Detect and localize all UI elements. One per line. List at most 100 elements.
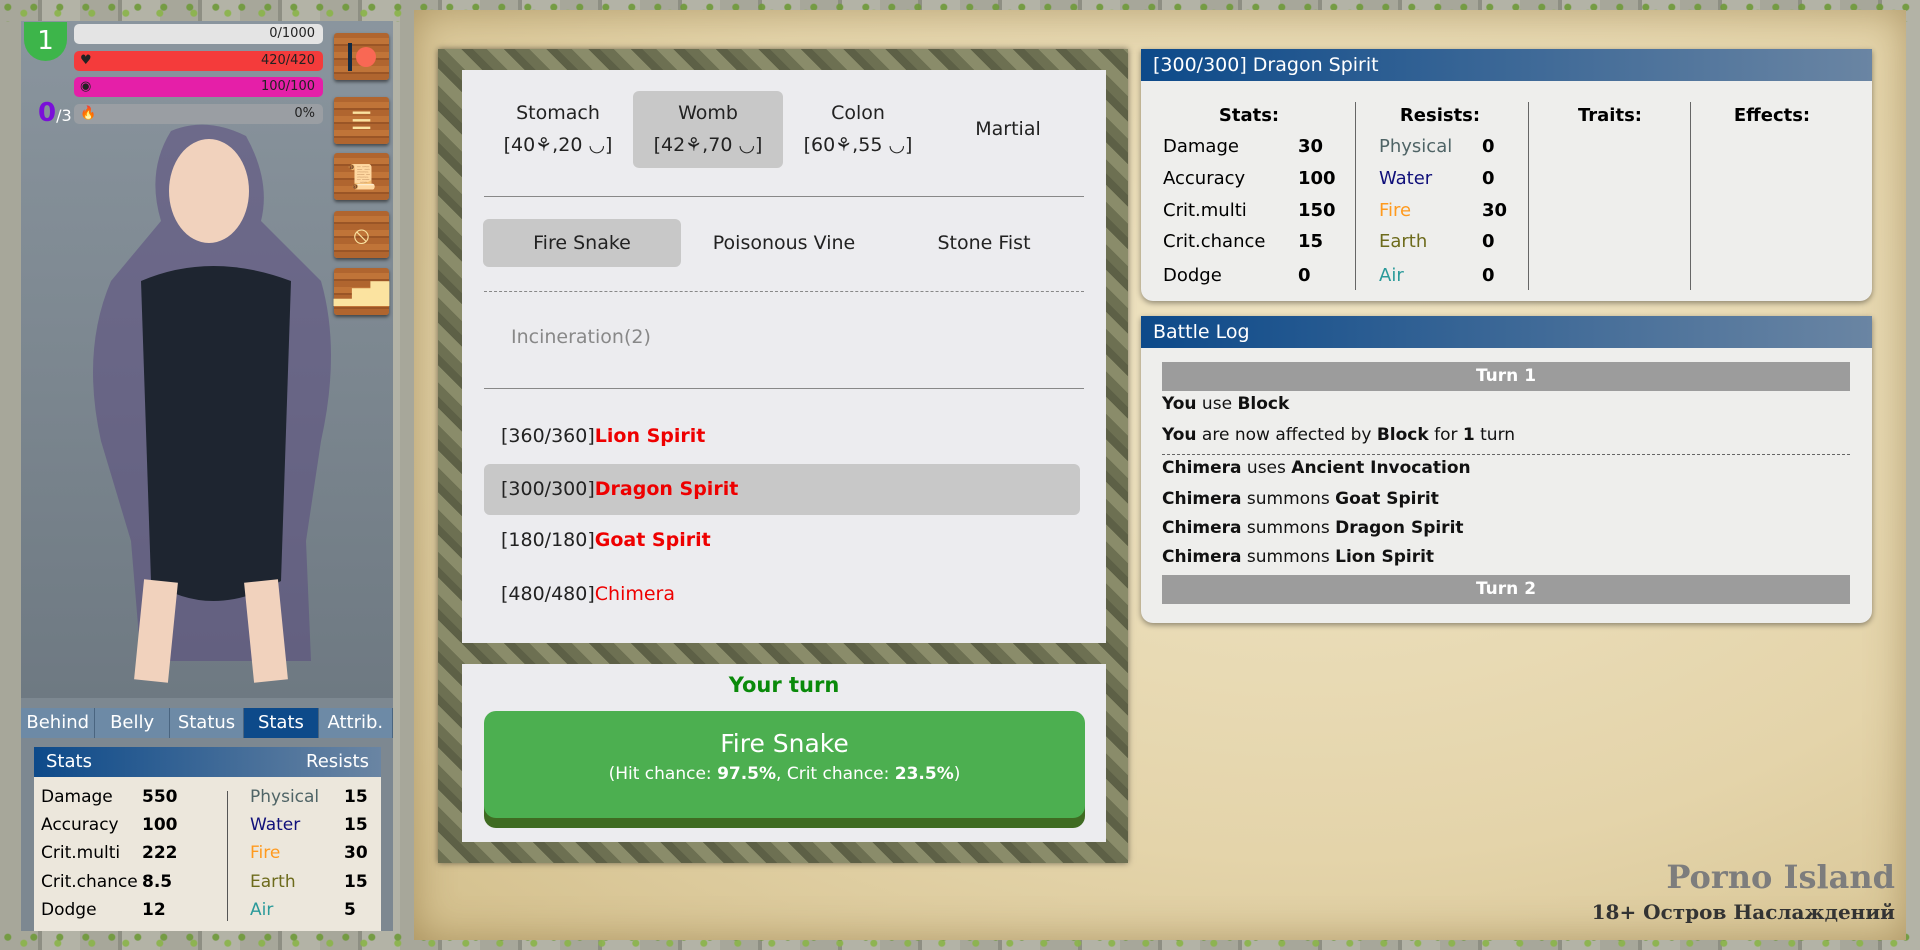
forbidden-button[interactable]: ⦸ <box>334 211 389 258</box>
scroll-button[interactable]: 📜 <box>334 153 389 200</box>
target-stat-value: 100 <box>1298 168 1336 189</box>
target-resist-value: 0 <box>1482 265 1495 286</box>
divider <box>484 388 1084 389</box>
logo-title: Porno Island <box>1666 858 1895 896</box>
divider <box>227 791 228 921</box>
log-fragment: You <box>1162 394 1197 414</box>
stat-label: Accuracy <box>41 815 119 835</box>
xp-bar: 0/1000 <box>74 24 323 44</box>
player-stats-header: Stats Resists <box>34 747 381 777</box>
log-line: Chimera summons Lion Spirit <box>1162 547 1434 567</box>
attack-type-cost: [60⚘,55 ◡] <box>803 134 913 156</box>
skill-selection-panel <box>462 70 1106 643</box>
patreon-button[interactable] <box>334 33 389 80</box>
resist-label: Fire <box>250 843 281 863</box>
stats-chart-button[interactable]: ▂▅▇ <box>334 268 389 315</box>
divider <box>1162 454 1850 455</box>
skill-stone-fist[interactable]: Stone Fist <box>937 232 1031 254</box>
character-figure <box>93 124 331 683</box>
tab-status[interactable]: Status <box>170 708 245 738</box>
resist-value: 15 <box>344 872 368 892</box>
level-badge: 1 <box>24 22 67 61</box>
log-line: You use Block <box>1162 394 1289 414</box>
log-fragment: Dragon Spirit <box>1335 518 1464 538</box>
enemy-hp: [480/480] <box>501 583 595 605</box>
log-fragment: Block <box>1376 425 1429 445</box>
attack-type-womb[interactable]: Womb [42⚘,70 ◡] <box>633 91 783 168</box>
attack-type-stomach[interactable]: Stomach [40⚘,20 ◡] <box>483 91 633 168</box>
stat-value: 100 <box>142 815 178 835</box>
enemy-hp: [360/360] <box>501 425 595 447</box>
log-line: Chimera summons Dragon Spirit <box>1162 518 1464 538</box>
log-fragment: Chimera <box>1162 518 1242 538</box>
turn-header: Turn 2 <box>1162 575 1850 604</box>
target-stat-label: Accuracy <box>1163 168 1246 189</box>
attack-type-name: Martial <box>975 118 1041 140</box>
log-fragment: turn <box>1474 425 1516 445</box>
menu-list-button[interactable]: ☰ <box>334 97 389 144</box>
lust-bar: ◉ 100/100 <box>74 77 323 97</box>
stat-label: Crit.chance <box>41 872 138 892</box>
enemy-target[interactable]: [180/180]Goat Spirit <box>484 515 1080 566</box>
action-chances: (Hit chance: 97.5%, Crit chance: 23.5%) <box>608 764 961 784</box>
stat-value: 12 <box>142 900 166 920</box>
scroll-icon: 📜 <box>346 162 377 191</box>
resist-value: 15 <box>344 815 368 835</box>
battle-log-title: Battle Log <box>1141 316 1872 348</box>
divider <box>1528 102 1529 290</box>
stat-value: 222 <box>142 843 178 863</box>
log-line: You are now affected by Block for 1 turn <box>1162 425 1515 445</box>
attack-type-name: Stomach <box>516 102 600 124</box>
action-name: Fire Snake <box>720 729 849 758</box>
stat-label: Crit.multi <box>41 843 121 863</box>
lust-value: 100/100 <box>260 79 315 94</box>
tab-attrib[interactable]: Attrib. <box>319 708 394 738</box>
log-fragment: Chimera <box>1162 489 1242 509</box>
skill-poisonous-vine[interactable]: Poisonous Vine <box>712 232 856 254</box>
attack-type-cost: [40⚘,20 ◡] <box>503 134 613 156</box>
stat-value: 8.5 <box>142 872 173 892</box>
enemy-name: Chimera <box>594 583 676 605</box>
divider <box>484 291 1084 292</box>
log-fragment: summons <box>1241 518 1336 538</box>
execute-action-button[interactable]: Fire Snake (Hit chance: 97.5%, Crit chan… <box>484 711 1085 818</box>
sidebar-tabs: Behind Belly Status Stats Attrib. <box>21 708 394 738</box>
stat-label: Dodge <box>41 900 97 920</box>
resist-value: 15 <box>344 787 368 807</box>
attack-type-martial[interactable]: Martial <box>933 91 1083 168</box>
target-resist-label: Water <box>1379 168 1433 189</box>
fire-bar: 🔥 0% <box>74 104 323 124</box>
player-stats-panel: Stats Resists <box>34 747 381 931</box>
attack-type-colon[interactable]: Colon [60⚘,55 ◡] <box>783 91 933 168</box>
stats-title: Stats <box>46 751 92 772</box>
broken-heart-icon: ♥ <box>80 53 92 68</box>
target-resist-value: 0 <box>1482 231 1495 252</box>
target-stat-value: 30 <box>1298 136 1324 157</box>
enemy-name: Goat Spirit <box>594 529 711 551</box>
tab-behind[interactable]: Behind <box>21 708 96 738</box>
target-resist-value: 0 <box>1482 136 1495 157</box>
log-fragment: Chimera <box>1162 547 1242 567</box>
enemy-target[interactable]: [300/300]Dragon Spirit <box>484 464 1080 515</box>
log-fragment: uses <box>1241 458 1292 478</box>
hp-value: 420/420 <box>260 53 315 68</box>
enemy-target[interactable]: [360/360]Lion Spirit <box>484 411 1080 462</box>
log-fragment: summons <box>1241 489 1336 509</box>
resist-label: Earth <box>250 872 296 892</box>
skill-fire-snake[interactable]: Fire Snake <box>483 219 681 267</box>
divider <box>1690 102 1691 290</box>
patreon-icon <box>347 42 376 71</box>
log-fragment: use <box>1196 394 1238 414</box>
list-icon: ☰ <box>350 106 373 135</box>
turn-header: Turn 1 <box>1162 362 1850 391</box>
sub-skill-incineration[interactable]: Incineration(2) <box>511 326 651 348</box>
charges-counter: 0/3 <box>38 98 72 128</box>
log-fragment: You <box>1162 425 1197 445</box>
tab-stats[interactable]: Stats <box>244 708 319 738</box>
enemy-name: Lion Spirit <box>594 425 706 447</box>
log-fragment: Goat Spirit <box>1335 489 1439 509</box>
tab-belly[interactable]: Belly <box>95 708 170 738</box>
target-resist-label: Physical <box>1379 136 1453 157</box>
enemy-target[interactable]: [480/480]Chimera <box>484 569 1080 620</box>
log-line: Chimera uses Ancient Invocation <box>1162 458 1471 478</box>
